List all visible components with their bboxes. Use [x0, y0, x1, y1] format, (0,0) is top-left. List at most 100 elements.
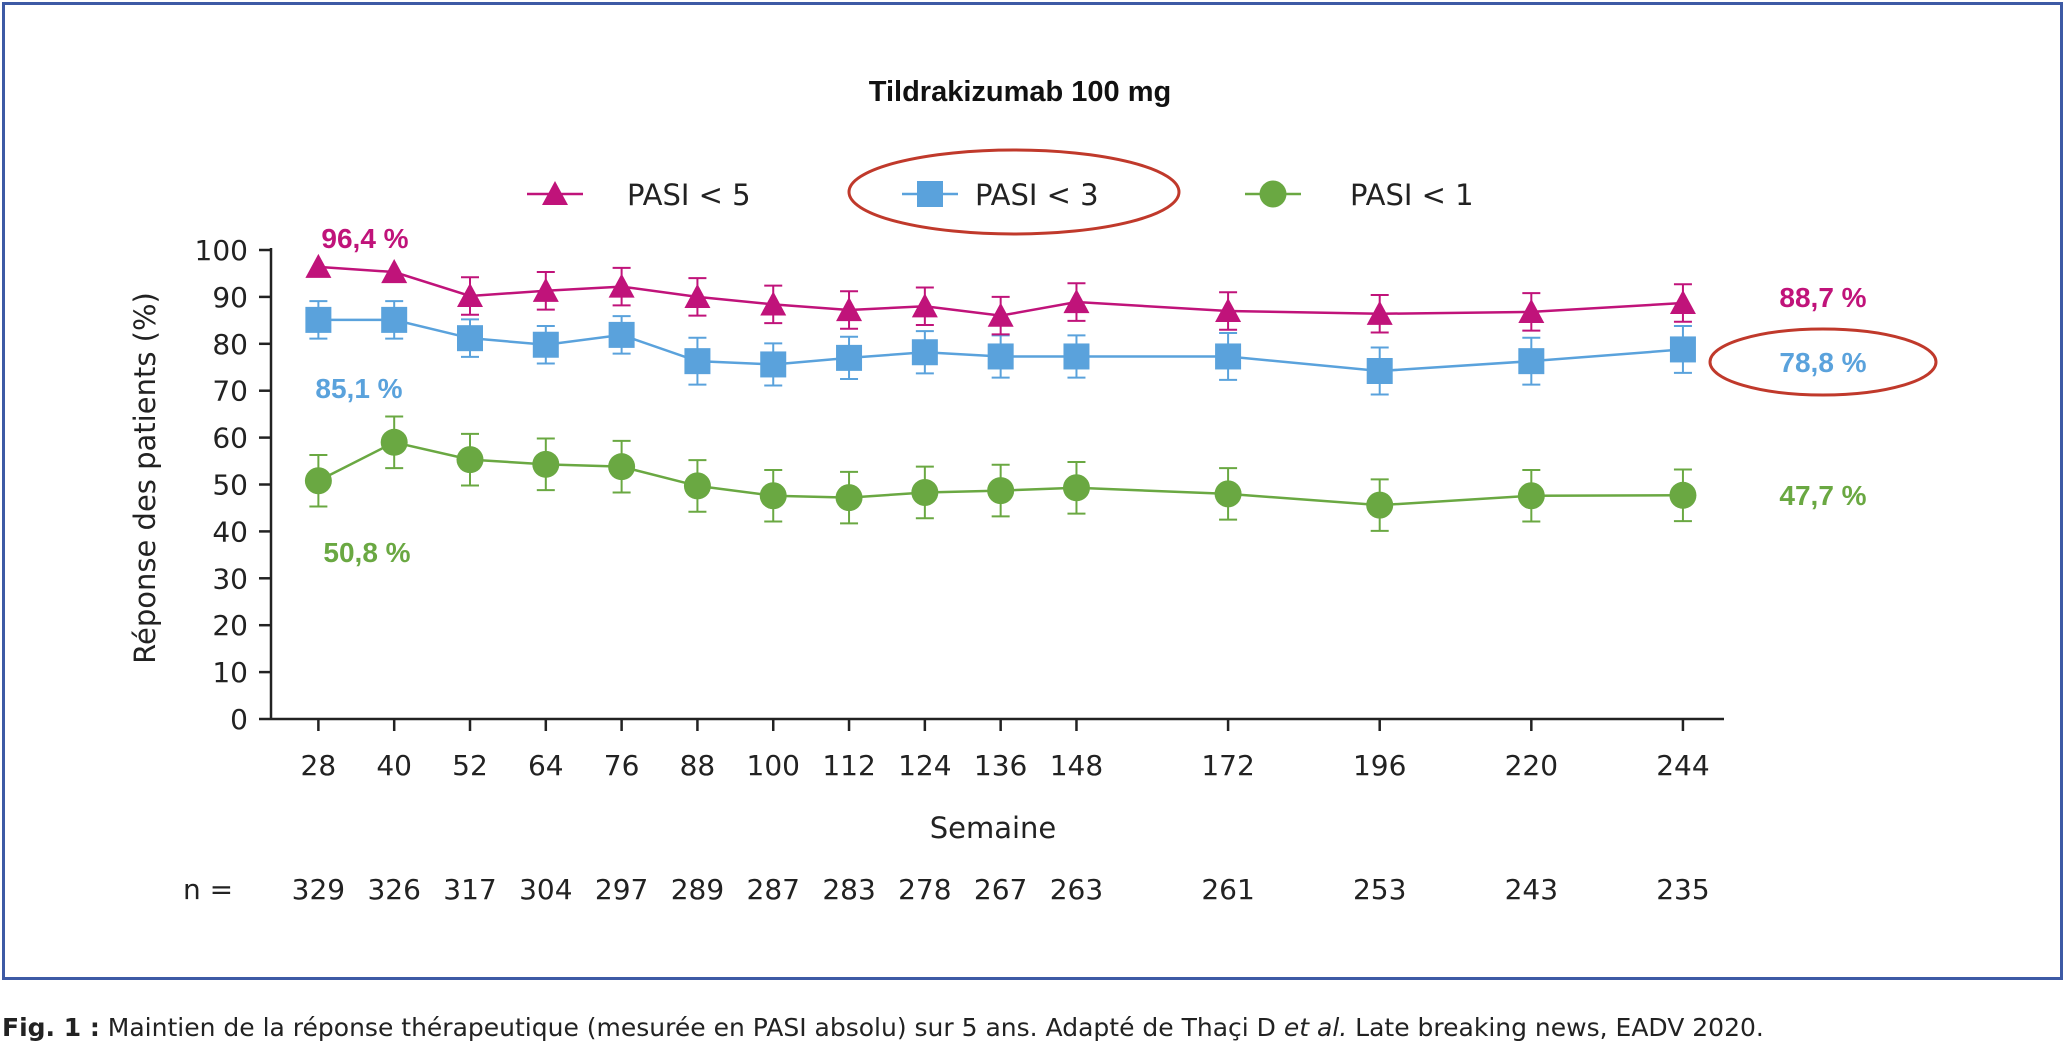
start-value-label: 50,8 % — [323, 537, 410, 568]
y-tick-label: 30 — [212, 562, 248, 595]
data-point — [532, 450, 560, 478]
series-circle — [304, 415, 1697, 532]
data-point — [1669, 336, 1696, 363]
n-value: 267 — [974, 873, 1027, 906]
data-point — [911, 339, 938, 366]
data-point — [1518, 348, 1545, 375]
x-tick-label: 40 — [376, 749, 412, 782]
y-tick-label: 60 — [212, 422, 248, 455]
x-tick-label: 196 — [1353, 749, 1406, 782]
data-point — [1669, 481, 1697, 509]
data-point — [304, 467, 332, 495]
legend-marker — [542, 181, 568, 206]
data-point — [1517, 482, 1545, 510]
data-point — [911, 293, 938, 318]
n-value: 304 — [519, 873, 572, 906]
x-tick-label: 112 — [822, 749, 875, 782]
data-point — [380, 428, 408, 456]
n-value: 289 — [671, 873, 724, 906]
caption-italic: et al. — [1283, 1013, 1348, 1042]
y-axis-label: Réponse des patients (%) — [128, 292, 162, 664]
n-value: 329 — [292, 873, 345, 906]
series-square — [305, 300, 1696, 396]
data-point — [608, 273, 635, 298]
data-point — [987, 343, 1014, 370]
n-value: 243 — [1505, 873, 1558, 906]
data-point — [532, 331, 559, 358]
caption-suffix: Late breaking news, EADV 2020. — [1347, 1013, 1764, 1042]
data-point — [456, 282, 483, 308]
x-axis-label: Semaine — [930, 811, 1057, 845]
data-point — [381, 306, 408, 333]
data-point — [835, 484, 863, 512]
data-point — [684, 283, 711, 308]
data-point — [836, 344, 863, 371]
x-tick-label: 52 — [452, 749, 488, 782]
data-point — [608, 453, 636, 481]
data-point — [987, 477, 1015, 505]
x-tick-label: 100 — [747, 749, 800, 782]
data-point — [456, 325, 483, 352]
axes: 0 10 20 30 40 50 60 70 80 90 100 28 40 52 64 76 88 100 112… — [195, 234, 1724, 782]
start-value-label: 96,4 % — [321, 223, 408, 254]
data-point — [683, 472, 711, 500]
data-point — [305, 253, 332, 278]
data-point — [1366, 300, 1393, 325]
data-point — [1063, 289, 1090, 314]
data-point — [456, 446, 484, 474]
y-tick-label: 10 — [212, 656, 248, 689]
n-value: 235 — [1656, 873, 1709, 906]
end-value-label: 88,7 % — [1779, 282, 1866, 313]
value-labels: 96,4 % 88,7 % 85,1 % 78,8 % 50,8 % 47,7 % — [315, 223, 1938, 568]
legend: PASI < 5 PASI < 3 PASI < 1 — [527, 148, 1474, 236]
x-tick-label: 136 — [974, 749, 1027, 782]
data-point — [1366, 491, 1394, 519]
legend-label: PASI < 5 — [627, 178, 751, 212]
legend-item: PASI < 3 — [902, 178, 1099, 212]
caption-text: Maintien de la réponse thérapeutique (me… — [99, 1013, 1284, 1042]
data-point — [305, 306, 332, 333]
x-tick-label: 244 — [1656, 749, 1709, 782]
n-value: 261 — [1201, 873, 1254, 906]
end-value-label: 47,7 % — [1779, 480, 1866, 511]
x-tick-label: 64 — [528, 749, 564, 782]
n-values: 329 326 317 304 297 289 287 283 278 267 263 261 253 2… — [292, 873, 1710, 906]
n-value: 278 — [898, 873, 951, 906]
data-point — [1215, 297, 1242, 323]
n-value: 317 — [443, 873, 496, 906]
figure-caption: Fig. 1 : Maintien de la réponse thérapeu… — [2, 1013, 1764, 1042]
n-value: 297 — [595, 873, 648, 906]
y-tick-label: 50 — [212, 469, 248, 502]
y-tick-label: 40 — [212, 515, 248, 548]
data-point — [760, 291, 787, 316]
data-point — [1062, 474, 1090, 502]
n-value: 283 — [822, 873, 875, 906]
x-tick-label: 28 — [301, 749, 337, 782]
y-tick-label: 90 — [212, 281, 248, 314]
x-tick-label: 148 — [1050, 749, 1103, 782]
x-tick-label: 220 — [1505, 749, 1558, 782]
data-point — [1214, 480, 1242, 508]
figure-frame — [2, 2, 2063, 980]
y-tick-label: 20 — [212, 609, 248, 642]
series-triangle — [305, 253, 1696, 336]
data-point — [1669, 289, 1696, 315]
data-point — [760, 351, 787, 378]
y-tick-label: 80 — [212, 328, 248, 361]
data-point — [911, 478, 939, 506]
data-point — [381, 259, 408, 284]
legend-marker — [917, 181, 943, 207]
legend-label: PASI < 3 — [975, 178, 1099, 212]
data-point — [1366, 358, 1393, 385]
legend-highlight-ellipse — [847, 148, 1181, 236]
chart: Tildrakizumab 100 mg PASI < 5 PASI < 3 PAS… — [128, 76, 1938, 906]
x-tick-label: 88 — [680, 749, 716, 782]
y-tick-label: 70 — [212, 375, 248, 408]
legend-item: PASI < 1 — [1245, 178, 1474, 212]
n-value: 263 — [1050, 873, 1103, 906]
data-point — [684, 348, 711, 375]
legend-item: PASI < 5 — [527, 178, 751, 212]
x-tick-label: 76 — [604, 749, 640, 782]
n-value: 326 — [367, 873, 420, 906]
y-tick-label: 100 — [195, 234, 248, 267]
